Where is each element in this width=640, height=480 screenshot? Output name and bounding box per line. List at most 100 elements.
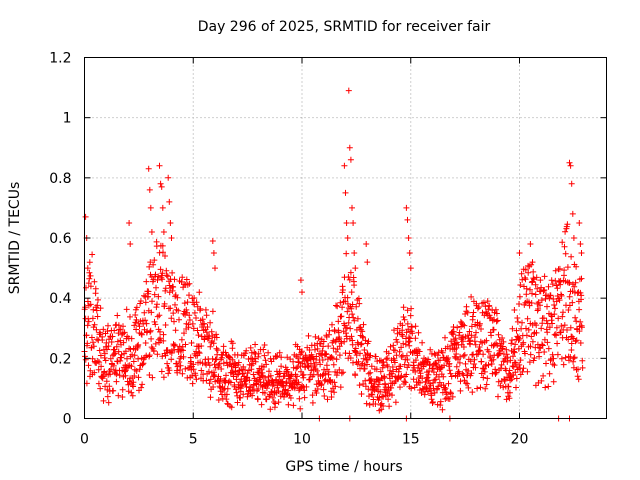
spike-point (162, 253, 168, 259)
data-point (576, 306, 583, 313)
data-point (435, 383, 442, 390)
data-point (460, 352, 467, 359)
data-point (511, 349, 518, 356)
data-point (287, 356, 294, 363)
data-point (97, 305, 104, 312)
data-point (320, 338, 327, 345)
data-point (505, 383, 512, 390)
data-point (168, 356, 175, 363)
data-point (528, 261, 535, 268)
data-point (94, 336, 100, 343)
data-point (258, 366, 265, 373)
data-point (393, 352, 400, 359)
data-point (333, 356, 340, 363)
data-point (255, 386, 262, 392)
data-point (206, 380, 213, 387)
data-point (486, 303, 493, 310)
data-point (485, 348, 492, 355)
data-point (468, 332, 475, 339)
data-point (356, 382, 363, 389)
data-point (558, 291, 564, 298)
data-point (129, 392, 136, 399)
data-point (251, 355, 258, 362)
data-point (404, 320, 411, 327)
data-point (180, 347, 186, 354)
data-point (283, 379, 290, 386)
data-point (260, 346, 267, 353)
data-point (506, 395, 513, 402)
data-point (375, 381, 382, 388)
data-point (266, 368, 272, 375)
data-point (343, 330, 349, 337)
data-point (170, 310, 177, 317)
data-point (218, 354, 225, 361)
data-point (553, 282, 560, 289)
y-axis-label: SRMTID / TECUs (7, 182, 23, 295)
data-point (566, 279, 573, 286)
data-point (425, 356, 432, 363)
data-point (398, 353, 405, 360)
data-point (325, 368, 332, 375)
data-point (468, 323, 475, 330)
data-point (559, 313, 566, 320)
data-point (425, 377, 432, 384)
data-point (467, 358, 474, 365)
data-point (278, 354, 285, 361)
data-point (156, 312, 163, 319)
data-point (114, 312, 121, 319)
data-point (401, 378, 408, 385)
data-point (211, 372, 218, 378)
data-point (109, 333, 116, 340)
data-point (538, 325, 545, 332)
data-point (150, 261, 157, 268)
spike-point (529, 259, 536, 266)
data-point (463, 303, 470, 310)
data-point (136, 366, 143, 373)
data-point (544, 303, 550, 310)
data-point (174, 363, 181, 370)
spike-point (156, 162, 163, 169)
data-point (556, 265, 563, 272)
data-point (154, 301, 160, 308)
spike-point (341, 162, 348, 169)
data-point (242, 381, 249, 387)
data-point (105, 343, 112, 350)
data-point (356, 300, 363, 307)
data-point (181, 300, 188, 307)
data-point (565, 336, 572, 343)
data-point (460, 344, 467, 350)
data-point (82, 304, 89, 311)
data-point (431, 377, 438, 384)
data-point (103, 378, 110, 385)
data-point (290, 402, 297, 409)
data-point (478, 326, 484, 332)
spike-point (345, 87, 352, 94)
data-point (546, 324, 553, 331)
data-point (573, 337, 580, 344)
data-point (457, 378, 464, 385)
spike-point (148, 229, 155, 235)
data-point (457, 353, 464, 360)
data-point (339, 304, 346, 311)
data-point (296, 395, 303, 402)
data-point (111, 327, 118, 334)
spike-point (210, 250, 217, 256)
data-point (524, 368, 531, 375)
data-point (462, 360, 469, 367)
data-point (544, 339, 551, 346)
data-point (131, 373, 138, 379)
data-point (354, 315, 361, 322)
data-point (172, 301, 178, 308)
spike-point (82, 213, 89, 220)
data-point (514, 318, 521, 325)
data-point (160, 331, 167, 338)
data-point (400, 304, 407, 311)
data-point (456, 329, 463, 336)
data-point (146, 352, 153, 359)
data-point (162, 287, 169, 294)
data-point (108, 339, 115, 345)
data-point (130, 358, 137, 365)
data-point (508, 340, 515, 347)
data-point (154, 313, 161, 320)
data-point (359, 328, 366, 335)
